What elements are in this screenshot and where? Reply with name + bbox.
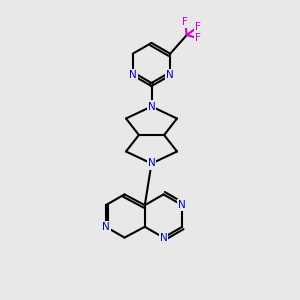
Text: F: F: [182, 16, 188, 27]
Text: N: N: [166, 70, 174, 80]
Text: N: N: [148, 158, 155, 169]
Text: N: N: [102, 222, 110, 232]
Text: F: F: [195, 33, 201, 43]
Text: N: N: [178, 200, 186, 210]
Text: N: N: [148, 101, 155, 112]
Text: N: N: [129, 70, 137, 80]
Text: F: F: [195, 22, 201, 32]
Text: N: N: [160, 232, 167, 243]
